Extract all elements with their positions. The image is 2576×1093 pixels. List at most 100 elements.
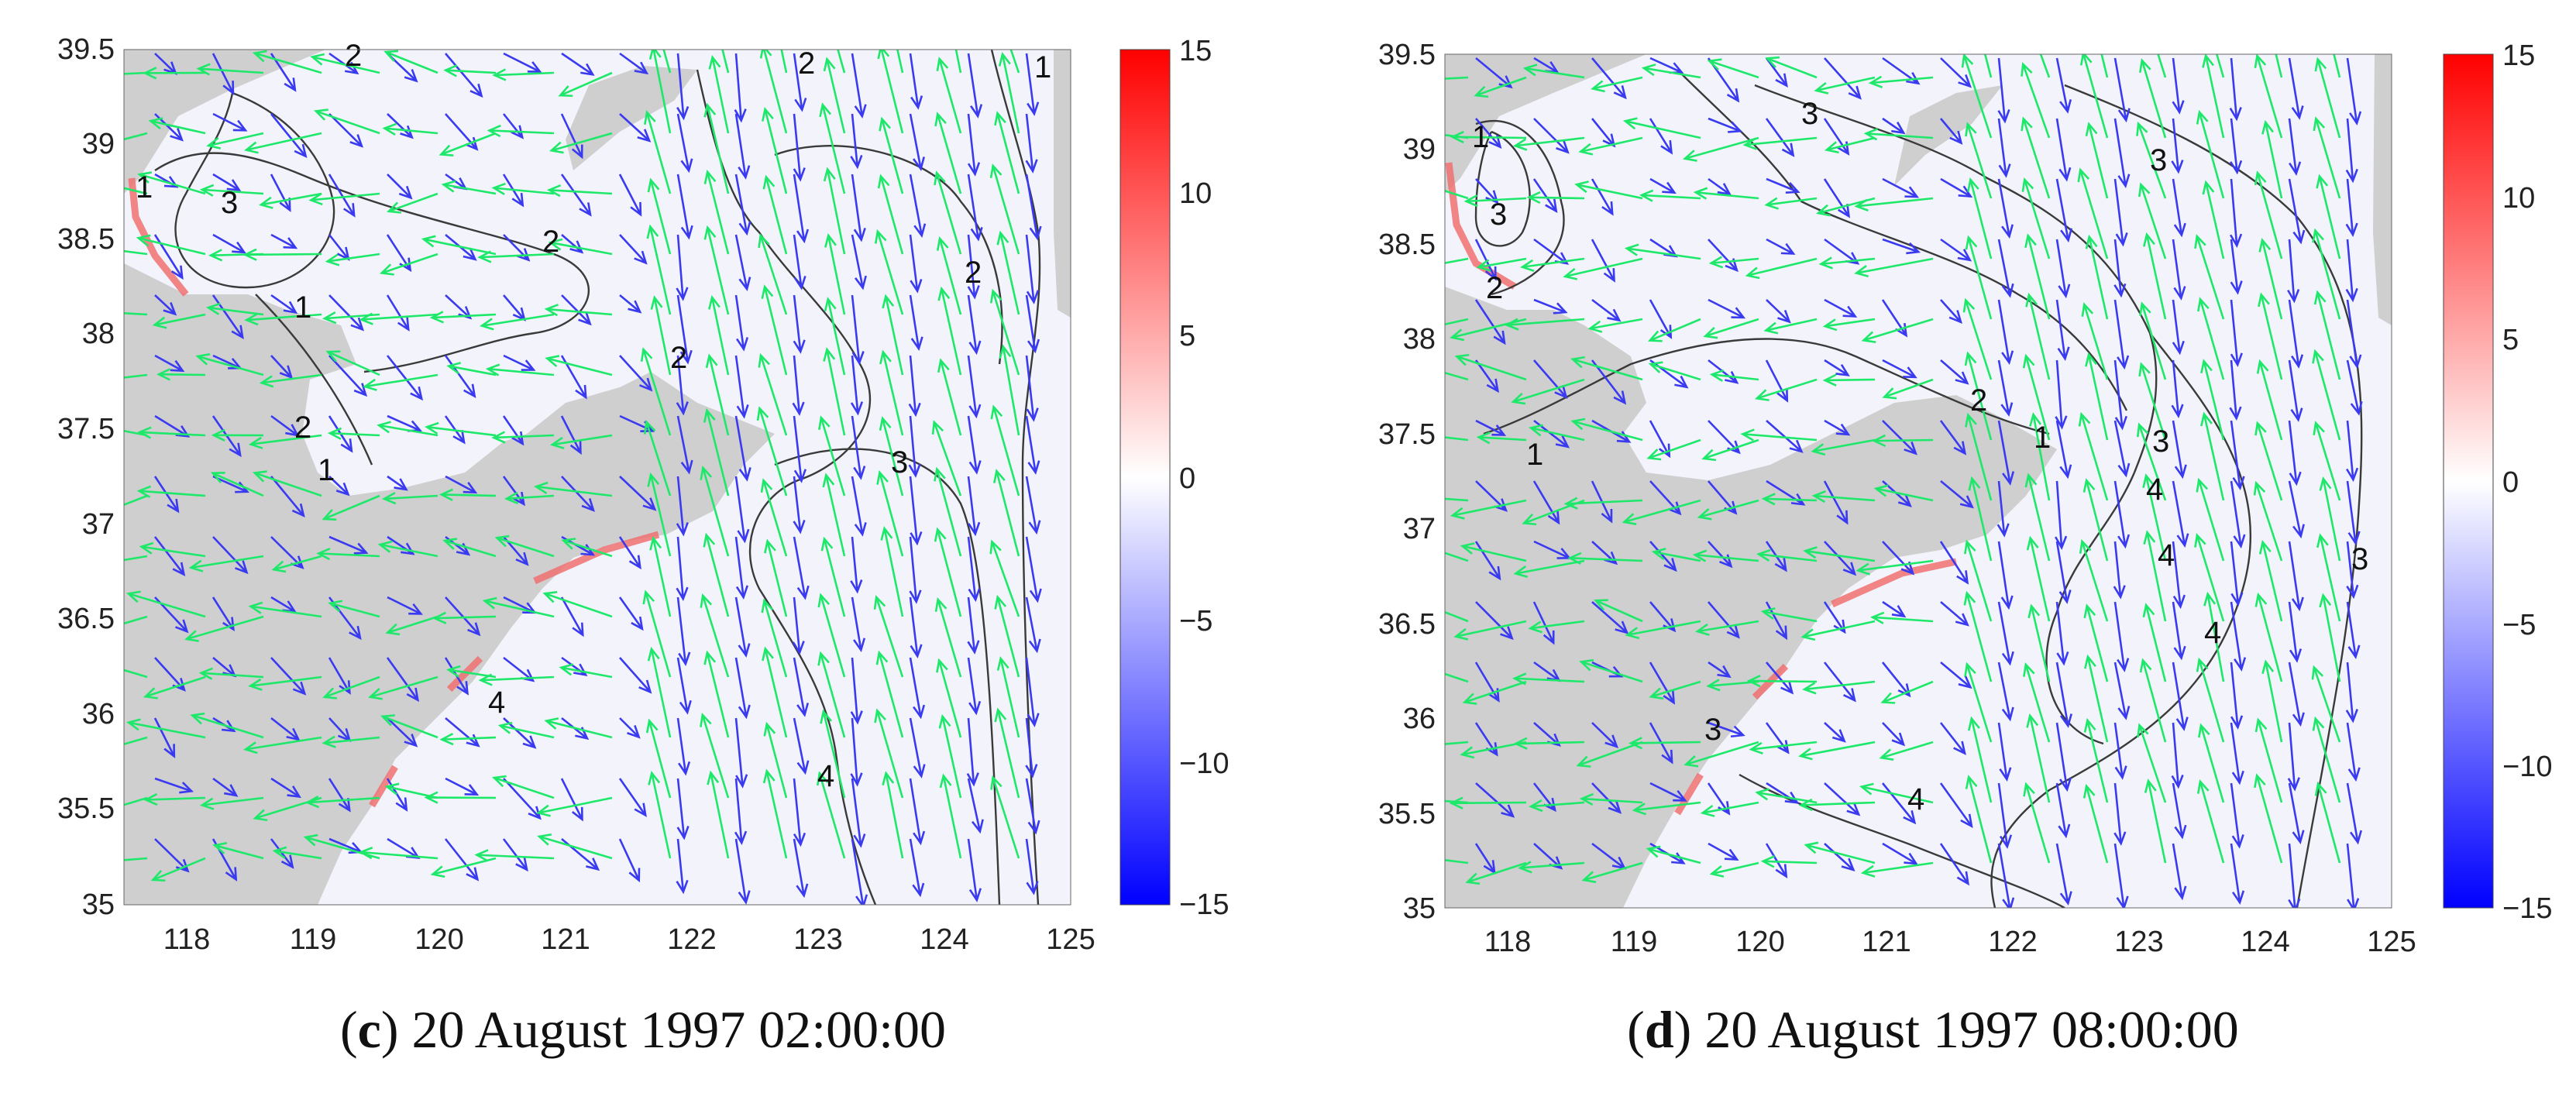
flow-arrow: [2346, 843, 2360, 908]
flow-arrow: [2203, 591, 2225, 682]
flow-arrow: [184, 615, 264, 642]
contour-label: 2: [965, 256, 982, 290]
colorbar-tick-label: 10: [1179, 177, 1212, 210]
x-tick-label: 122: [1988, 926, 2037, 958]
flow-arrow: [936, 658, 962, 738]
flow-arrow: [560, 415, 582, 455]
contour-label: 1: [1472, 120, 1489, 154]
flow-arrow: [1824, 843, 1855, 872]
flow-arrow: [1818, 256, 1876, 270]
flow-arrow: [2171, 118, 2184, 174]
flow-arrow: [2254, 421, 2283, 501]
flow-arrow: [1684, 741, 1759, 768]
flow-arrow: [1518, 861, 1585, 874]
flow-arrow: [2026, 535, 2051, 622]
flow-arrow: [1764, 197, 1818, 210]
flow-arrow: [2230, 843, 2245, 906]
flow-arrow: [1649, 177, 1677, 194]
flow-arrow: [1622, 117, 1701, 139]
land-liaodong-west: [124, 50, 325, 194]
flow-arrow: [1882, 600, 1907, 618]
flow-arrow: [934, 170, 962, 255]
flow-arrow: [2333, 54, 2341, 78]
flow-arrow: [304, 796, 380, 809]
x-tick-label: 118: [163, 923, 211, 956]
flow-arrow: [2024, 233, 2051, 320]
flow-arrow: [819, 102, 846, 194]
x-tick-label: 125: [2367, 926, 2416, 958]
flow-arrow: [676, 294, 693, 365]
flow-arrow: [1824, 419, 1851, 436]
x-tick-label: 120: [1735, 926, 1784, 958]
flow-arrow: [619, 234, 648, 265]
flow-arrow: [1445, 610, 1469, 623]
flow-arrow: [2143, 232, 2167, 320]
flow-arrow: [676, 415, 693, 475]
flow-arrow: [2055, 722, 2072, 792]
flow-arrow: [1961, 54, 1993, 139]
x-tick-label: 123: [2114, 926, 2163, 958]
flow-arrow: [446, 362, 497, 376]
colorbar-tick-label: 15: [1179, 35, 1212, 67]
flow-arrow: [1940, 662, 1972, 689]
flow-arrow: [387, 717, 418, 748]
flow-arrow: [1968, 476, 1993, 562]
flow-arrow: [908, 355, 921, 418]
flow-arrow: [1476, 257, 1527, 272]
flow-arrow: [2288, 359, 2303, 422]
flow-arrow: [967, 294, 982, 356]
flow-arrow: [2113, 662, 2131, 720]
flow-arrow: [1651, 548, 1701, 562]
flow-arrow: [850, 113, 863, 170]
flow-arrow: [1803, 546, 1876, 562]
flow-arrow: [491, 775, 555, 799]
flow-arrow: [2055, 178, 2073, 243]
flow-arrow: [212, 842, 264, 860]
flow-arrow: [2136, 121, 2167, 199]
flow-arrow: [1453, 620, 1527, 641]
flow-arrow: [1940, 57, 1972, 88]
flow-arrow: [1997, 722, 2012, 782]
flow-arrow: [1755, 788, 1818, 804]
flow-arrow: [536, 796, 613, 817]
flow-arrow: [2172, 480, 2189, 548]
flow-arrow: [851, 415, 866, 480]
flow-arrow: [1579, 792, 1643, 806]
flow-arrow: [2079, 539, 2109, 622]
flow-arrow: [386, 294, 410, 332]
flow-arrow: [909, 596, 923, 659]
flow-arrow: [124, 373, 148, 379]
contour-label: 1: [294, 290, 311, 325]
flow-arrow: [763, 721, 788, 799]
flow-arrow: [154, 294, 177, 316]
y-tick-label: 38.5: [1378, 229, 1436, 261]
flow-arrow: [2136, 422, 2167, 501]
flow-arrow: [542, 590, 613, 618]
flow-arrow: [999, 344, 1020, 436]
flow-arrow: [124, 311, 148, 316]
flow-arrow: [2055, 541, 2072, 604]
flow-arrow: [2055, 662, 2072, 728]
flow-arrow: [1879, 741, 1934, 761]
flow-arrow: [1745, 257, 1818, 280]
y-tick-label: 38.5: [57, 223, 115, 256]
flow-arrow: [2138, 182, 2167, 260]
flow-arrow: [2345, 420, 2359, 483]
flow-arrow: [824, 233, 846, 315]
flow-arrow: [936, 57, 962, 134]
contour-label: 3: [1490, 198, 1507, 232]
flow-arrow: [270, 414, 300, 437]
flow-arrow: [1445, 76, 1469, 80]
flow-arrow: [425, 421, 497, 437]
flow-arrow: [1025, 294, 1040, 354]
flow-arrow: [1798, 741, 1876, 761]
flow-arrow: [1708, 256, 1759, 269]
flow-arrow: [1591, 782, 1622, 814]
contour-label: 3: [2152, 424, 2169, 459]
flow-arrow: [1579, 658, 1643, 683]
flow-arrow: [909, 174, 927, 239]
flow-arrow: [734, 596, 751, 658]
flow-arrow: [705, 353, 730, 436]
y-tick-label: 38: [1403, 323, 1436, 356]
y-tick-label: 35: [1403, 892, 1436, 925]
